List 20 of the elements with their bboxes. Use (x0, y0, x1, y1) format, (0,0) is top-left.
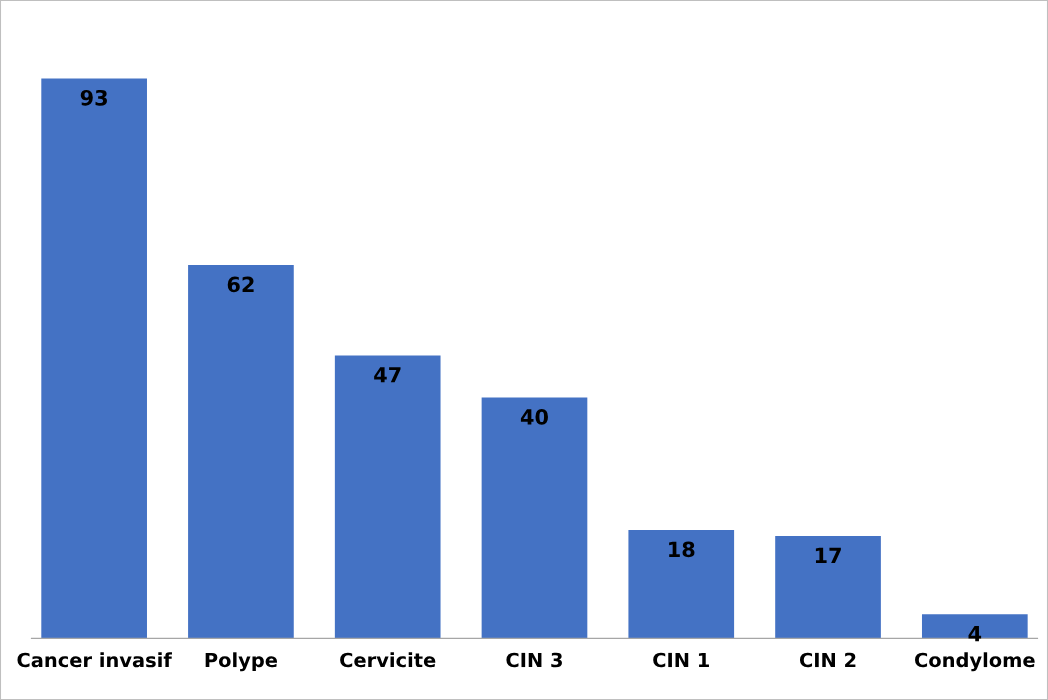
bar (628, 530, 735, 639)
x-tick-label: CIN 3 (506, 652, 562, 668)
data-label: 4 (968, 626, 982, 642)
bar (481, 397, 588, 639)
bar (775, 536, 881, 639)
data-label: 47 (374, 367, 401, 383)
x-tick-label: CIN 2 (799, 652, 856, 668)
data-label: 62 (227, 276, 254, 293)
x-tick-label: CIN 1 (653, 652, 709, 668)
data-label: 40 (520, 409, 548, 425)
data-label: 17 (815, 547, 841, 563)
bar (334, 355, 441, 639)
x-tick-label: Condylome (915, 652, 1035, 672)
x-tick-label: Polype (205, 652, 278, 672)
data-label: 93 (80, 89, 107, 106)
data-label: 18 (669, 541, 695, 558)
bar (41, 78, 147, 639)
bar (188, 265, 294, 639)
x-tick-label: Cancer invasif (17, 652, 172, 668)
x-tick-label: Cervicite (340, 652, 436, 668)
